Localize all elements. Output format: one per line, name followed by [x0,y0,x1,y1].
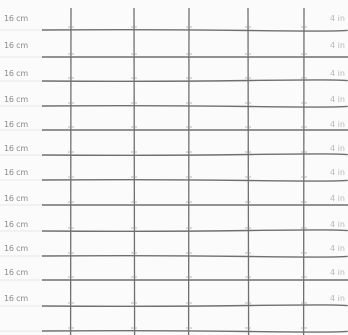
row-label: 16 cm [4,95,28,104]
right-edge-label: 4 in [330,194,345,203]
row-label: 16 cm [4,14,28,23]
row-label: 16 cm [4,168,28,177]
row-label: 16 cm [4,69,28,78]
row-label: 16 cm [4,294,28,303]
right-edge-label: 4 in [330,244,345,253]
grid-horizontal-line [41,153,348,157]
right-edge-label: 4 in [330,14,345,23]
grid-horizontal-line [41,28,348,32]
right-edge-label: 4 in [330,268,345,277]
grid-horizontal-line [41,229,348,233]
right-edge-label: 4 in [330,69,345,78]
row-label: 16 cm [4,120,28,129]
grid-horizontal-line [41,178,348,182]
right-edge-label: 4 in [330,168,345,177]
grid-horizontal-line [41,104,348,108]
right-edge-label: 4 in [330,294,345,303]
row-label: 16 cm [4,268,28,277]
row-label: 16 cm [4,41,28,50]
row-label: 16 cm [4,244,28,253]
grid-horizontal-line [41,79,348,83]
grid-horizontal-line [41,304,348,308]
row-label: 16 cm [4,194,28,203]
right-edge-label: 4 in [330,120,345,129]
right-edge-label: 4 in [330,144,345,153]
right-edge-label: 4 in [330,41,345,50]
row-label: 16 cm [4,144,28,153]
grid-horizontal-line [41,254,348,258]
grid-horizontal-line [41,329,348,333]
right-edge-label: 4 in [330,220,345,229]
right-edge-label: 4 in [330,95,345,104]
row-label: 16 cm [4,220,28,229]
